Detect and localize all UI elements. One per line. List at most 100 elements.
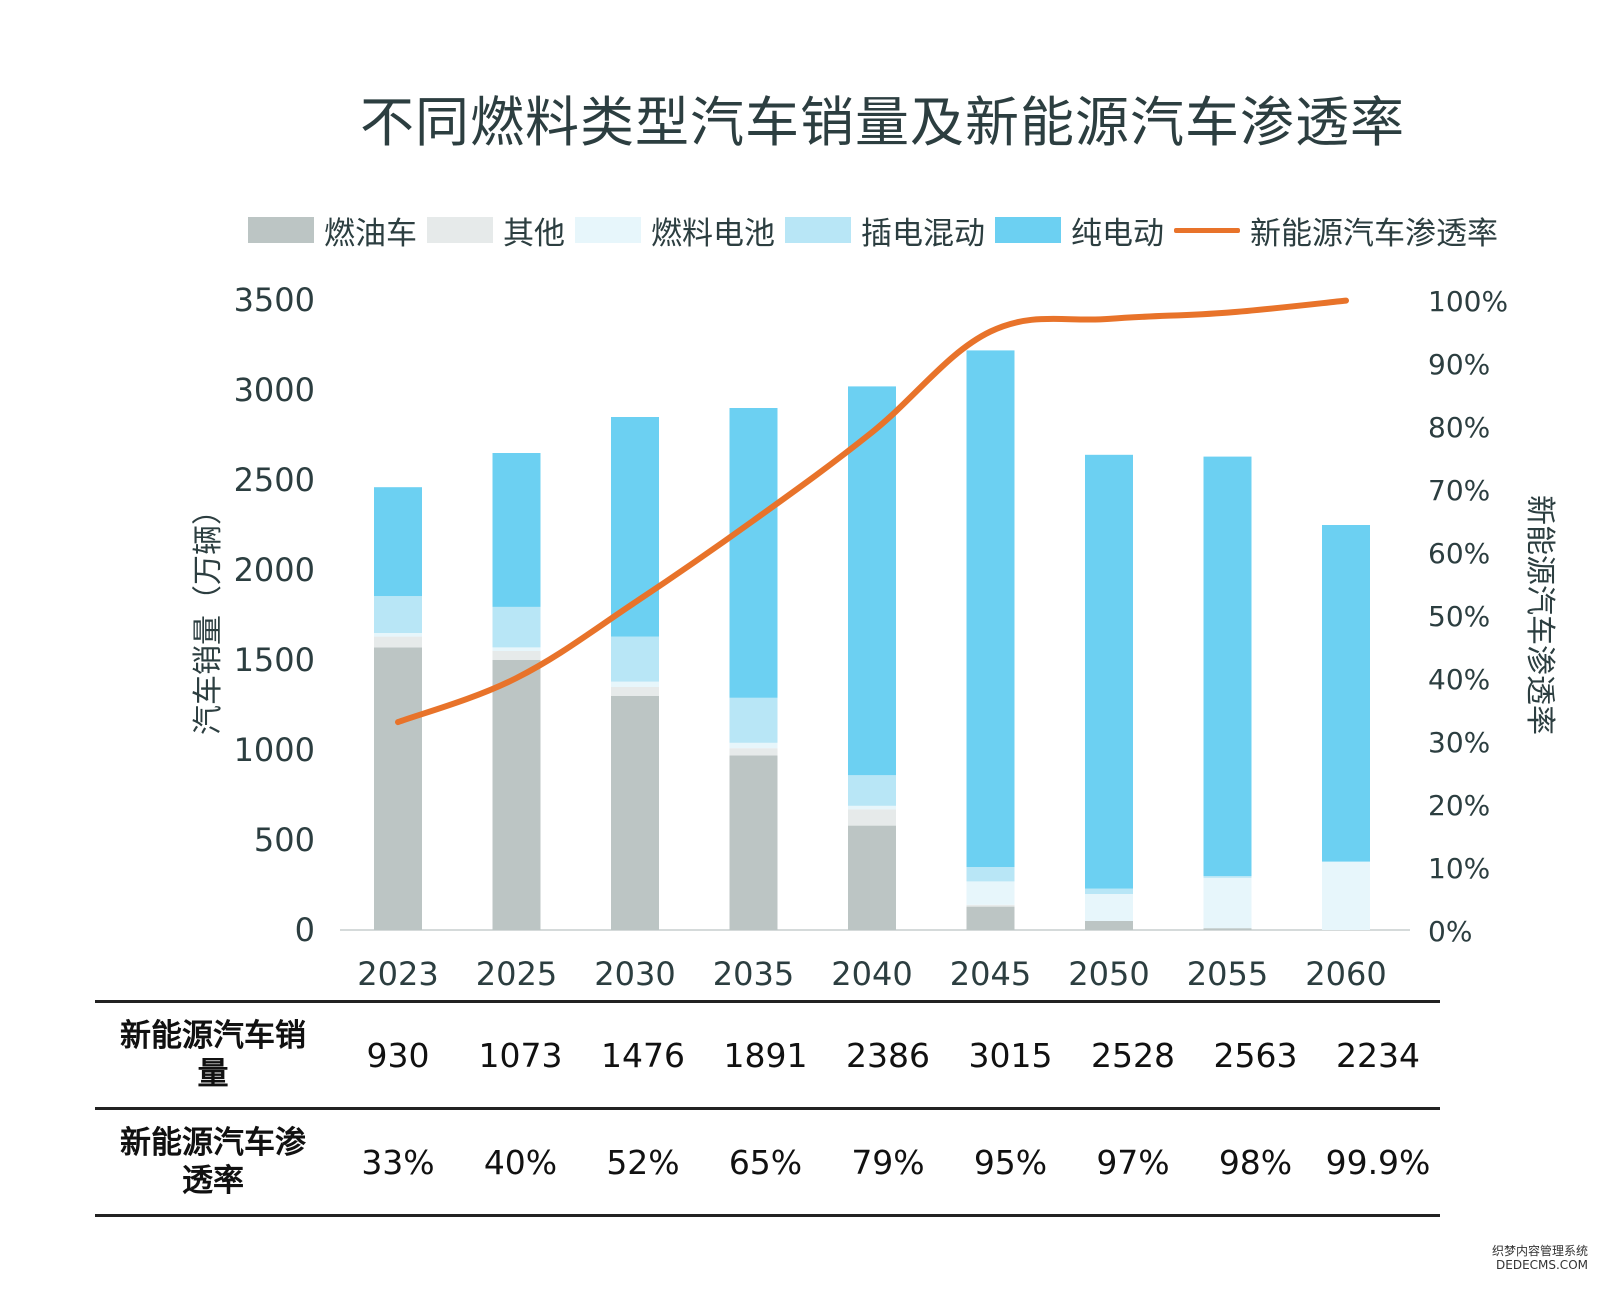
- bar-segment: [729, 408, 778, 698]
- y-right-tick-label: 60%: [1428, 537, 1490, 570]
- x-tick-label: 2035: [713, 955, 794, 993]
- bar-segment: [492, 660, 541, 930]
- y-left-tick-label: 2500: [234, 461, 315, 499]
- table-cell-sales: 2528: [1091, 1035, 1175, 1075]
- table-cell-sales: 2563: [1213, 1035, 1298, 1075]
- data-table: 新能源汽车销量 930 1073 1476 1891 2386 3015 2528 2563 2…: [95, 1000, 1440, 1217]
- watermark: 织梦内容管理系统 DEDECMS.COM: [1492, 1244, 1588, 1272]
- chart-title: 不同燃料类型汽车销量及新能源汽车渗透率: [360, 91, 1405, 154]
- legend: 燃油车 其他 燃料电池 插电混动 纯电动 新能源汽车渗透率: [248, 208, 1508, 252]
- legend-swatch-bev: [995, 217, 1061, 243]
- bar-segment: [729, 748, 778, 756]
- table-cell-penetration: 98%: [1218, 1142, 1293, 1182]
- y-right-axis-title: 新能源汽车渗透率: [1522, 495, 1557, 735]
- y-left-tick-label: 1500: [234, 641, 315, 679]
- bar-segment: [492, 651, 541, 660]
- bar-segment: [492, 647, 541, 651]
- x-tick-label: 2055: [1187, 955, 1268, 993]
- bar-segment: [374, 633, 422, 637]
- legend-swatch-fuelcell: [575, 217, 641, 243]
- table-cell-sales: 1891: [723, 1035, 808, 1075]
- legend-item-penetration: 新能源汽车渗透率: [1174, 208, 1498, 253]
- x-tick-label: 2023: [357, 955, 438, 993]
- table-cell-penetration: 33%: [361, 1142, 435, 1182]
- y-right-tick-label: 70%: [1428, 474, 1490, 507]
- chart-svg: 0 500 1000 1500 2000 2500 3000 3500 0% 10% 20% 30% 4…: [191, 281, 1557, 993]
- y-left-tick-label: 0: [295, 911, 315, 949]
- legend-label-bev: 纯电动: [1071, 215, 1164, 252]
- table-cell-sales: 3015: [968, 1035, 1053, 1075]
- table-cell-sales: 1073: [478, 1035, 563, 1075]
- y-left-tick-label: 3500: [234, 281, 315, 319]
- watermark-line-1: 织梦内容管理系统: [1491, 1244, 1588, 1258]
- table-cell-sales: 1476: [601, 1035, 685, 1075]
- legend-item-phev: 插电混动: [785, 208, 985, 253]
- y-right-tick-label: 10%: [1428, 852, 1490, 885]
- bar-segment: [1203, 928, 1252, 930]
- bar-segment: [611, 681, 659, 687]
- y-right-tick-label: 30%: [1428, 726, 1490, 759]
- bar-segment: [1203, 456, 1252, 876]
- table-cell-penetration: 65%: [728, 1142, 803, 1182]
- bar-segment: [611, 636, 659, 682]
- x-tick-label: 2060: [1305, 955, 1386, 993]
- x-tick-label: 2040: [831, 955, 912, 993]
- x-tick-label: 2025: [476, 955, 557, 993]
- bar-segment: [374, 647, 422, 930]
- bar-segment: [848, 386, 896, 776]
- y-right-tick-label: 100%: [1428, 285, 1508, 318]
- bar-segment: [1085, 921, 1133, 930]
- y-left-axis-title: 汽车销量（万辆）: [191, 495, 226, 735]
- bar-segment: [492, 606, 541, 648]
- penetration-line: [395, 297, 1349, 726]
- y-right-tick-label: 80%: [1428, 411, 1490, 444]
- x-tick-label: 2030: [594, 955, 675, 993]
- y-left-tick-label: 2000: [234, 551, 315, 589]
- y-right-tick-label: 20%: [1428, 789, 1490, 822]
- bar-segment: [966, 867, 1015, 882]
- bar-segment: [729, 697, 778, 743]
- y-right-tick-label: 40%: [1428, 663, 1490, 696]
- bar-segment: [374, 487, 422, 597]
- x-tick-label: 2045: [950, 955, 1031, 993]
- legend-item-fuelcell: 燃料电池: [575, 208, 775, 253]
- bar-segment: [1322, 861, 1370, 930]
- bar-segment: [374, 636, 422, 648]
- table-cell-sales: 2386: [846, 1035, 930, 1075]
- table-cell-penetration: 97%: [1096, 1142, 1170, 1182]
- bar-segment: [374, 596, 422, 633]
- legend-swatch-phev: [785, 217, 851, 243]
- table-cell-penetration: 40%: [483, 1142, 558, 1182]
- legend-label-other: 其他: [503, 215, 565, 252]
- legend-swatch-fuel: [248, 217, 314, 243]
- y-left-tick-label: 3000: [234, 371, 315, 409]
- legend-label-penetration: 新能源汽车渗透率: [1250, 215, 1498, 252]
- bar-segment: [848, 825, 896, 930]
- bar-segment: [1322, 525, 1370, 862]
- bar-segment: [966, 906, 1015, 930]
- bar-segment: [729, 742, 778, 749]
- row-header-penetration: 新能源汽车渗透率: [120, 1125, 306, 1199]
- bar-segment: [1203, 876, 1252, 878]
- legend-swatch-other: [427, 217, 493, 243]
- bar-segment: [848, 775, 896, 806]
- y-right-tick-label: 50%: [1428, 600, 1490, 633]
- legend-item-fuel: 燃油车: [248, 208, 417, 253]
- bar-segment: [492, 453, 541, 607]
- x-tick-label: 2050: [1068, 955, 1149, 993]
- bar-segment: [1085, 454, 1133, 889]
- table-cell-penetration: 95%: [973, 1142, 1048, 1182]
- y-right-tick-label: 0%: [1428, 915, 1472, 948]
- legend-label-fuel: 燃油车: [324, 215, 417, 252]
- table-row-sales: 新能源汽车销量 930 1073 1476 1891 2386 3015 2528 2563 2…: [95, 1000, 1440, 1107]
- table-cell-penetration: 99.9%: [1325, 1142, 1431, 1182]
- bar-segment: [1203, 877, 1252, 929]
- bar-segment: [611, 696, 659, 930]
- bar-segment: [611, 687, 659, 696]
- row-header-sales: 新能源汽车销量: [120, 1018, 306, 1092]
- bar-segment: [848, 805, 896, 810]
- table-cell-sales: 930: [366, 1035, 430, 1075]
- y-left-tick-label: 500: [254, 821, 315, 859]
- table-cell-penetration: 52%: [606, 1142, 680, 1182]
- y-right-tick-label: 90%: [1428, 348, 1490, 381]
